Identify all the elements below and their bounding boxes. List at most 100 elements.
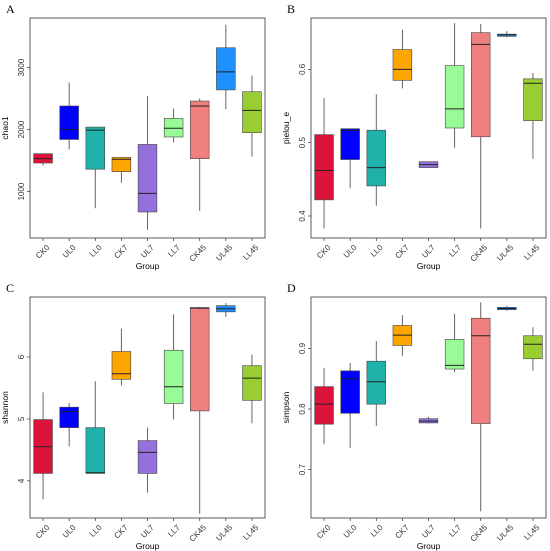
box-ll45 <box>523 73 543 159</box>
iqr-box <box>111 157 132 172</box>
box-ul7 <box>418 161 439 168</box>
iqr-box <box>163 349 184 404</box>
iqr-box <box>523 335 543 360</box>
panel-a: A 1000 2000 3000 chao1 CK0 UL0 LL0 CK7 UL7 LL7 CK45… <box>0 2 266 271</box>
iqr-box <box>444 339 465 370</box>
box-ll0 <box>85 126 105 209</box>
box-ul7 <box>137 427 158 493</box>
iqr-box <box>59 406 79 428</box>
x-tick-label: CK0 <box>34 243 52 261</box>
x-axis-title: Group <box>417 541 441 551</box>
box-ul45 <box>497 306 517 311</box>
box-ck7 <box>111 157 132 183</box>
box-ck45 <box>471 302 491 512</box>
x-tick-label: UL45 <box>495 523 515 543</box>
box-ul7 <box>418 416 439 424</box>
x-tick-label: CK7 <box>393 523 411 541</box>
iqr-box <box>471 32 491 138</box>
iqr-box <box>190 307 210 412</box>
y-tick-label: 0.8 <box>298 403 307 415</box>
x-tick-label: LL45 <box>522 523 541 542</box>
x-tick-label: UL7 <box>139 243 156 260</box>
x-tick-label: LL0 <box>369 523 385 539</box>
y-axis-title: chao1 <box>0 116 10 139</box>
plot-frame <box>310 17 547 239</box>
x-tick-label: UL7 <box>420 243 437 260</box>
x-tick-label: LL0 <box>369 243 385 259</box>
box-ll7 <box>163 108 184 143</box>
iqr-box <box>523 78 543 121</box>
box-ck0 <box>33 153 53 166</box>
y-tick-label: 0.9 <box>298 342 307 354</box>
iqr-box <box>111 351 132 380</box>
y-tick-label: 4 <box>17 478 26 483</box>
x-tick-label: UL7 <box>139 523 156 540</box>
y-tick-label: 0.5 <box>298 137 307 149</box>
panel-letter: B <box>287 2 295 16</box>
x-tick-label: UL0 <box>342 243 359 260</box>
x-tick-label: UL0 <box>342 523 359 540</box>
iqr-box <box>85 126 105 170</box>
box-ll45 <box>523 327 543 371</box>
x-tick-label: UL7 <box>420 523 437 540</box>
x-tick-label: CK7 <box>112 523 130 541</box>
x-tick-label: LL45 <box>522 243 541 262</box>
box-ll7 <box>163 314 184 420</box>
box-ck0 <box>314 367 334 445</box>
box-ul45 <box>216 303 236 317</box>
box-ck45 <box>190 306 210 514</box>
iqr-box <box>340 128 360 160</box>
box-ll7 <box>444 313 465 373</box>
panel-letter: A <box>6 2 15 16</box>
y-axis-title: simpson <box>281 391 291 423</box>
panel-letter: D <box>287 281 296 295</box>
y-axis-title: shannon <box>0 391 10 424</box>
box-ul7 <box>137 96 158 230</box>
box-ck45 <box>190 98 210 211</box>
panel-letter: C <box>6 281 14 295</box>
x-tick-label: LL45 <box>241 243 260 262</box>
x-axis-title: Group <box>417 261 441 271</box>
box-ck0 <box>33 392 53 500</box>
x-tick-label: CK45 <box>469 243 490 264</box>
x-tick-label: UL45 <box>495 243 515 263</box>
x-tick-label: LL7 <box>447 243 463 259</box>
x-tick-label: CK7 <box>393 243 411 261</box>
x-axis-title: Group <box>136 541 160 551</box>
iqr-box <box>444 65 465 129</box>
y-tick-label: 2000 <box>17 120 26 138</box>
y-tick-label: 1000 <box>17 182 26 200</box>
box-ll0 <box>85 381 105 474</box>
x-tick-label: UL0 <box>61 523 78 540</box>
x-tick-label: LL7 <box>166 243 182 259</box>
iqr-box <box>314 134 334 201</box>
box-ll45 <box>242 75 262 157</box>
y-tick-label: 5 <box>17 416 26 421</box>
iqr-box <box>85 427 105 474</box>
box-ck7 <box>392 29 413 89</box>
iqr-box <box>59 105 79 140</box>
y-tick-label: 0.4 <box>298 210 307 222</box>
box-ll0 <box>366 94 386 206</box>
box-ul0 <box>340 362 360 448</box>
x-tick-label: UL45 <box>214 243 234 263</box>
y-axis-title: pielou_e <box>281 112 291 144</box>
x-tick-label: CK7 <box>112 243 130 261</box>
box-ck7 <box>392 315 413 356</box>
iqr-box <box>314 386 334 425</box>
y-tick-label: 0.6 <box>298 63 307 75</box>
x-tick-label: LL7 <box>166 523 182 539</box>
x-tick-label: LL0 <box>88 523 104 539</box>
box-ll7 <box>444 23 465 148</box>
panel-b: B 0.4 0.5 0.6 pielou_e CK0 UL0 LL0 CK7 UL7 LL7 CK45… <box>281 2 547 271</box>
box-ck0 <box>314 97 334 229</box>
x-tick-label: LL0 <box>88 243 104 259</box>
x-tick-label: CK45 <box>469 523 490 544</box>
iqr-box <box>392 49 413 81</box>
x-tick-label: CK0 <box>315 523 333 541</box>
x-tick-label: CK45 <box>188 523 209 544</box>
iqr-box <box>216 47 236 91</box>
box-ck45 <box>471 23 491 229</box>
box-ul45 <box>497 31 517 38</box>
